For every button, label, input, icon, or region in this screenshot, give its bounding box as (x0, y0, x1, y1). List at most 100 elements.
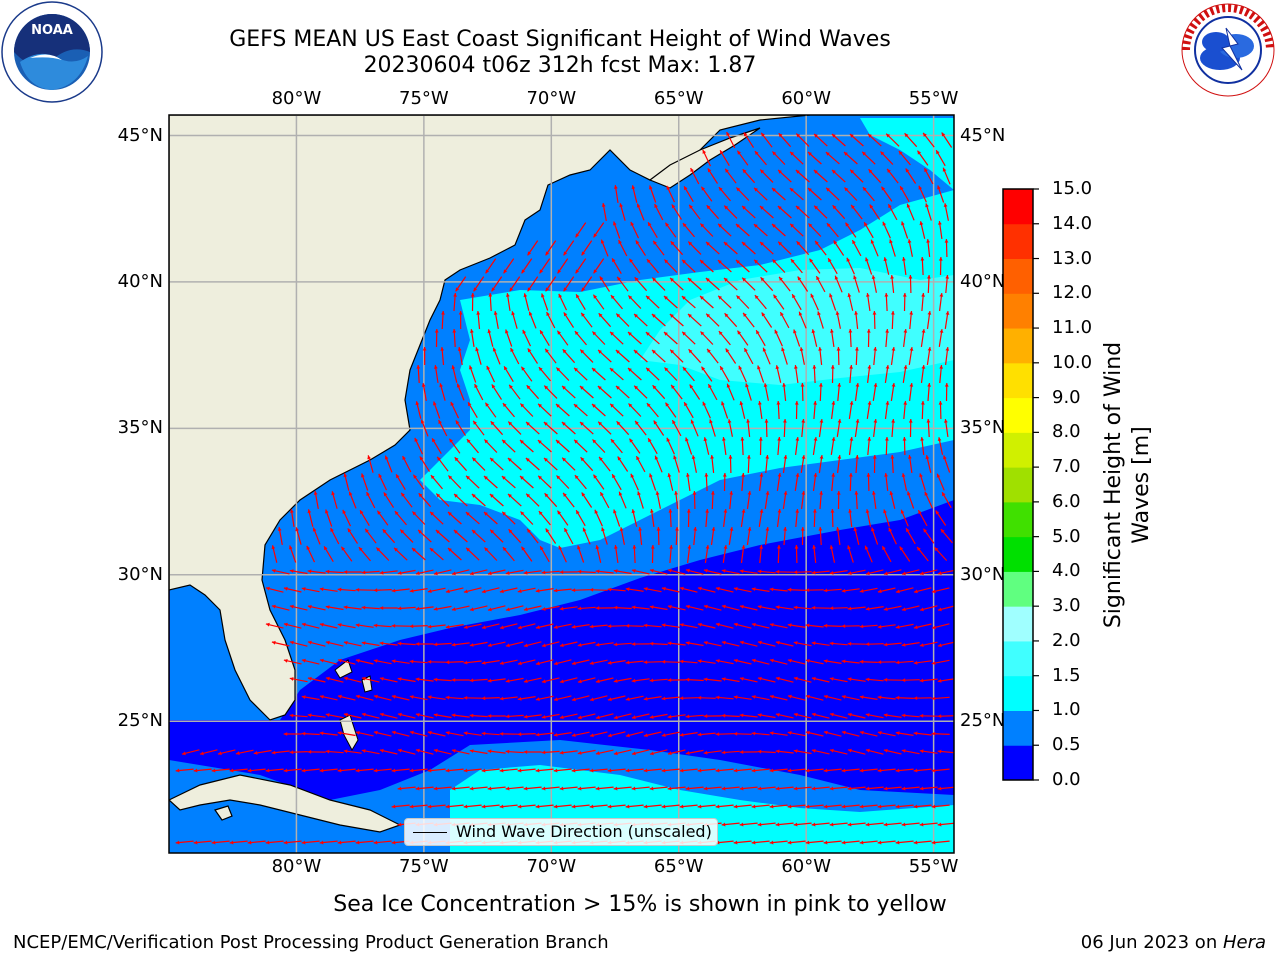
wave-direction-arrowhead (465, 512, 470, 516)
wave-direction-arrowhead (823, 588, 828, 593)
wave-direction-arrowhead (775, 786, 780, 791)
wave-direction-arrowhead (733, 658, 738, 663)
wave-direction-arrowhead (865, 257, 869, 262)
wave-direction-arrowhead (535, 804, 540, 809)
wave-direction-arrowhead (867, 437, 872, 441)
wave-direction-arrowhead (778, 241, 783, 246)
wave-direction-arrowhead (509, 384, 513, 389)
colorbar-segment (1003, 536, 1033, 572)
wave-direction-arrowhead (553, 733, 558, 737)
wave-direction-arrowhead (793, 605, 798, 610)
wave-direction-arrowhead (418, 493, 423, 498)
wave-direction-arrowhead (944, 239, 949, 243)
wave-direction-arrowhead (484, 476, 488, 480)
wave-direction-arrowhead (448, 548, 452, 552)
wave-direction-arrowhead (776, 401, 781, 405)
wave-direction-arrowhead (772, 224, 776, 228)
wave-direction-arrowhead (455, 287, 460, 292)
colorbar-segment (1003, 501, 1033, 538)
wave-direction-arrowhead (742, 277, 747, 282)
wave-direction-arrowhead (235, 751, 240, 755)
wave-direction-arrowhead (721, 677, 726, 681)
wave-direction-arrowhead (675, 527, 679, 531)
wave-direction-arrowhead (913, 660, 918, 665)
wave-direction-arrowhead (577, 751, 582, 755)
wave-direction-arrowhead (765, 491, 770, 495)
wave-direction-arrowhead (656, 527, 661, 531)
wave-direction-arrowhead (577, 786, 582, 791)
wave-direction-arrowhead (609, 368, 614, 372)
footer-machine: Hera (1222, 932, 1266, 953)
wave-direction-arrowhead (742, 205, 746, 210)
wave-direction-arrowhead (813, 401, 817, 405)
colorbar (1003, 188, 1039, 781)
wave-direction-arrowhead (654, 204, 658, 208)
wave-direction-arrowhead (355, 588, 360, 592)
wave-direction-arrowhead (799, 347, 804, 351)
wave-direction-arrowhead (943, 455, 947, 460)
wave-direction-arrowhead (721, 640, 726, 645)
wave-direction-arrowhead (649, 715, 654, 719)
wave-direction-arrowhead (667, 473, 672, 478)
wave-direction-arrowhead (229, 768, 234, 773)
wave-direction-arrowhead (729, 527, 734, 531)
wave-direction-arrowhead (661, 733, 666, 737)
wave-direction-arrowhead (643, 768, 648, 773)
wave-direction-arrowhead (873, 383, 878, 387)
lat-label-right: 25°N (960, 710, 1006, 732)
wave-direction-arrowhead (669, 545, 673, 549)
wave-direction-arrowhead (427, 804, 432, 809)
wave-direction-arrowhead (938, 401, 943, 405)
wave-direction-arrowhead (855, 383, 860, 387)
wave-direction-arrowhead (757, 640, 762, 645)
wave-direction-arrowhead (517, 768, 522, 773)
wave-direction-arrowhead (283, 622, 288, 627)
map-legend: Wind Wave Direction (unscaled) (404, 818, 718, 846)
wave-direction-arrowhead (805, 588, 810, 592)
wave-direction-arrowhead (733, 587, 738, 591)
wave-direction-arrowhead (901, 678, 906, 683)
wave-direction-arrowhead (783, 527, 787, 531)
map-area (169, 115, 954, 853)
wave-direction-arrowhead (913, 731, 918, 736)
wave-direction-arrowhead (937, 607, 942, 612)
wave-direction-arrowhead (884, 293, 889, 297)
wave-direction-arrowhead (943, 203, 948, 207)
colorbar-segment (1003, 328, 1033, 364)
wave-direction-arrowhead (401, 492, 405, 497)
wave-direction-arrowhead (470, 293, 475, 297)
wave-direction-arrowhead (775, 640, 780, 645)
wave-direction-arrowhead (319, 658, 324, 663)
wave-direction-arrowhead (945, 275, 950, 279)
wave-direction-arrowhead (319, 587, 324, 592)
wave-direction-arrowhead (733, 731, 738, 736)
wave-direction-arrowhead (670, 241, 675, 246)
wave-direction-arrowhead (724, 313, 729, 318)
wave-direction-arrowhead (756, 330, 760, 335)
wave-direction-arrowhead (869, 204, 874, 209)
wave-direction-arrowhead (535, 661, 540, 666)
wave-direction-arrowhead (558, 545, 563, 550)
wave-direction-arrowhead (830, 329, 834, 333)
wave-direction-arrowhead (895, 804, 900, 809)
wave-direction-arrowhead (397, 606, 402, 611)
wave-direction-arrowhead (648, 222, 652, 227)
wave-direction-arrowhead (563, 251, 568, 256)
lat-label-right: 35°N (960, 417, 1006, 439)
wave-direction-arrowhead (613, 642, 618, 647)
wave-direction-arrowhead (597, 386, 602, 390)
wave-direction-arrowhead (600, 492, 604, 497)
lon-label-bottom: 55°W (908, 856, 959, 877)
wave-direction-arrowhead (469, 571, 474, 576)
lon-label-bottom: 80°W (271, 856, 322, 877)
wave-direction-arrowhead (921, 365, 926, 369)
wave-direction-arrowhead (253, 751, 258, 755)
wave-direction-arrowhead (589, 661, 594, 665)
wave-direction-arrowhead (636, 456, 640, 461)
wave-direction-arrowhead (487, 749, 492, 754)
wave-direction-arrowhead (469, 643, 474, 647)
wave-direction-arrowhead (885, 365, 890, 369)
wave-direction-arrowhead (361, 570, 366, 575)
wave-direction-arrowhead (557, 510, 562, 515)
wave-direction-arrowhead (813, 437, 818, 441)
